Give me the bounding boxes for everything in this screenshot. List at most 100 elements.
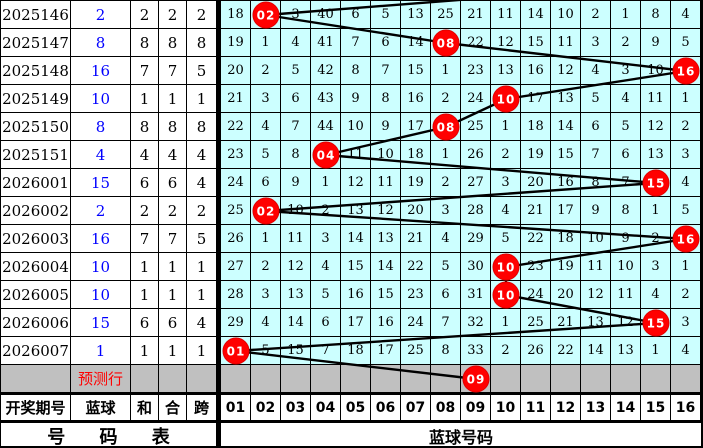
prediction-period-cell <box>1 365 71 393</box>
miss-count-cell: 8 <box>581 169 611 197</box>
blue-ball-value-cell: 10 <box>71 281 131 309</box>
left-table-footer-label: 号 码 表 <box>1 421 217 446</box>
miss-count-cell: 16 <box>341 281 371 309</box>
sum-cell: 6 <box>131 169 159 197</box>
period-cell: 2026006 <box>1 309 71 337</box>
blue-ball-value-cell: 8 <box>71 113 131 141</box>
miss-count-cell: 3 <box>671 141 701 169</box>
sum-cell: 2 <box>131 197 159 225</box>
miss-count-cell: 13 <box>641 141 671 169</box>
miss-count-cell: 4 <box>581 57 611 85</box>
prediction-cell <box>221 365 251 393</box>
miss-count-cell: 3 <box>281 1 311 29</box>
blue-ball-value-cell: 2 <box>71 197 131 225</box>
miss-count-cell: 3 <box>641 253 671 281</box>
combo-cell: 1 <box>159 337 187 365</box>
miss-count-cell: 16 <box>551 169 581 197</box>
miss-count-cell: 40 <box>311 1 341 29</box>
miss-count-cell: 17 <box>341 309 371 337</box>
miss-count-cell: 13 <box>551 85 581 113</box>
miss-count-cell: 23 <box>461 57 491 85</box>
miss-count-cell: 12 <box>341 169 371 197</box>
miss-count-cell: 21 <box>521 197 551 225</box>
ball-trend-grid: 18 3 40 6 5 13 25 21 11 14 10 2 1 8 4 19 1 4 41 7 6 14 22 12 15 1… <box>221 1 703 446</box>
miss-count-cell: 10 <box>581 225 611 253</box>
miss-count-cell: 2 <box>611 29 641 57</box>
miss-count-cell: 27 <box>221 253 251 281</box>
span-cell: 4 <box>187 309 217 337</box>
miss-count-cell: 26 <box>521 337 551 365</box>
miss-count-cell: 28 <box>461 197 491 225</box>
miss-count-cell: 6 <box>341 1 371 29</box>
blue-ball-value-cell: 1 <box>71 337 131 365</box>
miss-count-cell: 5 <box>671 197 701 225</box>
miss-count-cell: 8 <box>281 141 311 169</box>
miss-count-cell: 25 <box>461 113 491 141</box>
miss-count-cell: 9 <box>611 225 641 253</box>
draw-info-table: 2025146 2 2 2 2 2025147 8 8 8 8 2025148 16 7 7 5 202514… <box>0 1 221 446</box>
sum-cell: 4 <box>131 141 159 169</box>
miss-count-cell: 18 <box>551 225 581 253</box>
miss-count-cell: 24 <box>461 85 491 113</box>
sum-cell: 1 <box>131 253 159 281</box>
miss-count-cell: 10 <box>341 113 371 141</box>
miss-count-cell: 3 <box>311 225 341 253</box>
miss-count-cell: 14 <box>341 225 371 253</box>
prediction-row-label: 预测行 <box>71 365 131 393</box>
miss-count-cell: 14 <box>371 253 401 281</box>
miss-count-cell: 1 <box>251 225 281 253</box>
miss-count-cell: 12 <box>491 29 521 57</box>
miss-count-cell: 41 <box>311 29 341 57</box>
miss-count-cell: 21 <box>401 225 431 253</box>
miss-count-cell: 14 <box>401 29 431 57</box>
left-column-header: 和 <box>131 393 159 421</box>
miss-count-cell: 12 <box>551 57 581 85</box>
combo-cell: 1 <box>159 253 187 281</box>
miss-count-cell: 18 <box>221 1 251 29</box>
sum-cell: 2 <box>131 1 159 29</box>
miss-count-cell: 16 <box>401 85 431 113</box>
miss-count-cell: 7 <box>371 57 401 85</box>
ball-column-header: 04 <box>311 393 341 421</box>
prediction-cell <box>521 365 551 393</box>
left-column-header: 跨 <box>187 393 217 421</box>
miss-count-cell: 21 <box>221 85 251 113</box>
span-cell: 2 <box>187 1 217 29</box>
period-cell: 2026003 <box>1 225 71 253</box>
miss-count-cell <box>491 281 521 309</box>
prediction-cell <box>611 365 641 393</box>
miss-count-cell: 8 <box>341 57 371 85</box>
miss-count-cell: 1 <box>671 253 701 281</box>
blue-ball-value-cell: 10 <box>71 253 131 281</box>
period-cell: 2025148 <box>1 57 71 85</box>
miss-count-cell: 15 <box>341 253 371 281</box>
miss-count-cell: 4 <box>611 85 641 113</box>
miss-count-cell: 16 <box>521 57 551 85</box>
miss-count-cell: 30 <box>461 253 491 281</box>
combo-cell: 4 <box>159 141 187 169</box>
miss-count-cell <box>671 57 701 85</box>
miss-count-cell: 8 <box>611 197 641 225</box>
period-cell: 2026005 <box>1 281 71 309</box>
sum-cell: 1 <box>131 85 159 113</box>
miss-count-cell: 8 <box>431 337 461 365</box>
ball-column-header: 06 <box>371 393 401 421</box>
miss-count-cell: 4 <box>641 281 671 309</box>
miss-count-cell: 1 <box>491 113 521 141</box>
miss-count-cell: 14 <box>281 309 311 337</box>
prediction-cell <box>581 365 611 393</box>
span-cell: 1 <box>187 85 217 113</box>
miss-count-cell: 15 <box>401 57 431 85</box>
ball-column-header: 16 <box>671 393 701 421</box>
blue-ball-value-cell: 15 <box>71 309 131 337</box>
miss-count-cell: 9 <box>641 29 671 57</box>
miss-count-cell: 16 <box>371 309 401 337</box>
span-cell: 5 <box>187 225 217 253</box>
miss-count-cell: 4 <box>671 169 701 197</box>
miss-count-cell: 4 <box>491 197 521 225</box>
miss-count-cell: 25 <box>221 197 251 225</box>
miss-count-cell: 19 <box>401 169 431 197</box>
miss-count-cell: 28 <box>221 281 251 309</box>
ball-column-header: 11 <box>521 393 551 421</box>
miss-count-cell: 6 <box>581 113 611 141</box>
